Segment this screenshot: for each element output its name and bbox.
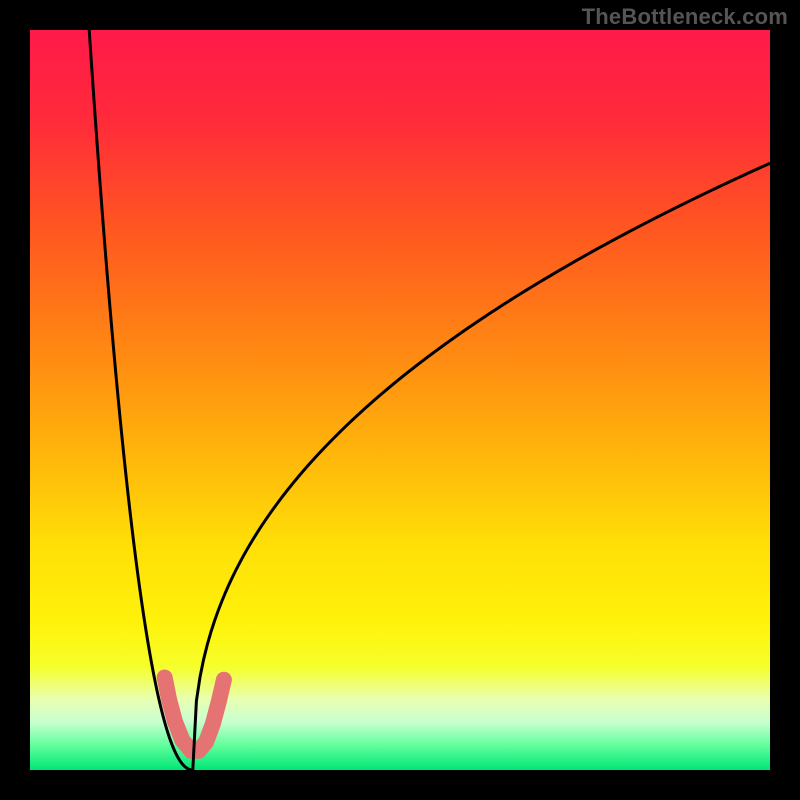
plot-area-gradient [30,30,770,770]
watermark-text: TheBottleneck.com [582,4,788,30]
chart-root: TheBottleneck.com [0,0,800,800]
bottleneck-chart [0,0,800,800]
